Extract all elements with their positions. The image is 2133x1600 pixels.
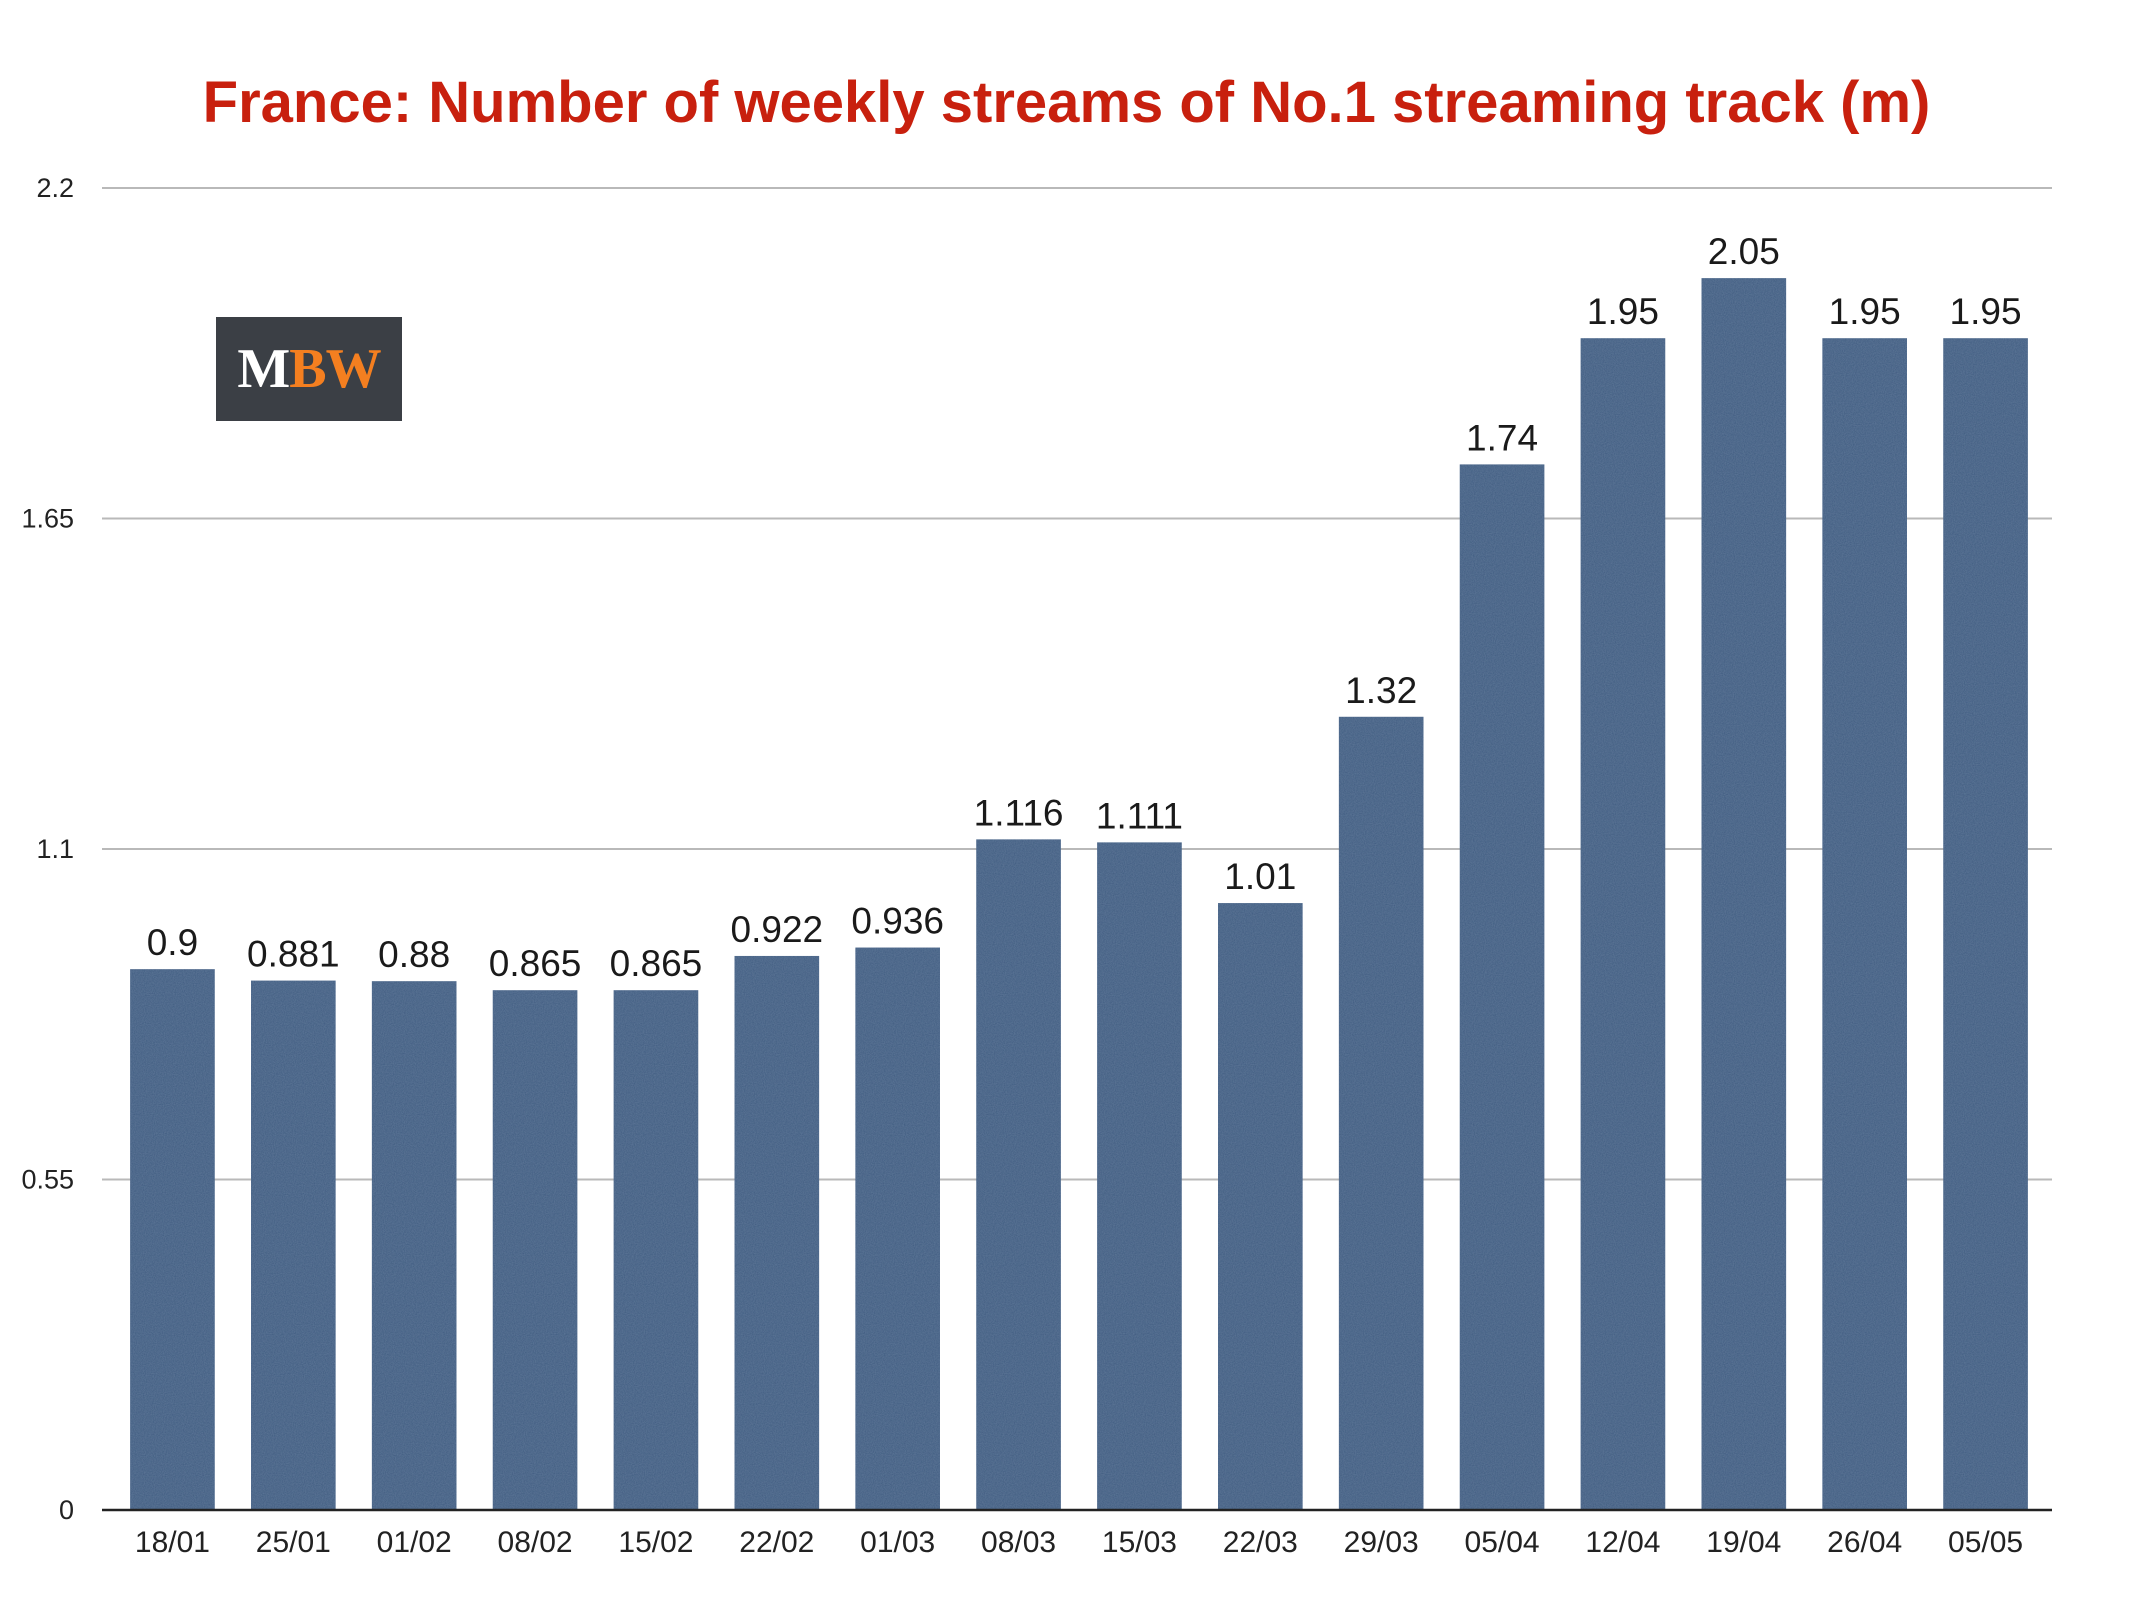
data-label: 0.865 [610,943,703,984]
bar [613,990,699,1510]
data-label: 1.95 [1829,291,1901,332]
bar [1459,464,1545,1510]
y-tick-label: 2.2 [36,173,74,203]
data-label: 0.9 [147,922,198,963]
bar [1338,716,1424,1510]
data-label: 2.05 [1708,231,1780,272]
y-tick-label: 0 [59,1495,74,1525]
logo-bw: BW [289,338,381,400]
bar [251,980,336,1510]
bars [130,278,2028,1510]
data-label: 0.881 [247,934,340,975]
x-tick-label: 01/02 [377,1526,452,1559]
data-label: 1.95 [1950,291,2022,332]
bar [130,969,215,1510]
bar [976,839,1061,1510]
data-label: 0.922 [731,909,824,950]
bar [1822,338,1907,1510]
x-axis-ticks: 18/01 25/01 01/02 08/02 15/02 22/02 01/03 08/03… [135,1526,2023,1559]
data-label: 0.936 [851,901,944,942]
x-tick-label: 15/03 [1102,1526,1177,1559]
bar [855,947,940,1510]
y-tick-label: 1.1 [36,834,74,864]
mbw-logo: MBW [216,317,402,421]
bar [1580,338,1666,1510]
x-tick-label: 05/04 [1465,1526,1540,1559]
x-tick-label: 08/02 [498,1526,573,1559]
y-axis-ticks: 0 0.55 1.1 1.65 2.2 [21,173,74,1525]
logo-m: M [237,338,290,400]
x-tick-label: 22/02 [739,1526,814,1559]
x-tick-label: 01/03 [860,1526,935,1559]
x-tick-label: 26/04 [1827,1526,1902,1559]
x-tick-label: 25/01 [256,1526,331,1559]
bar [371,981,457,1510]
x-tick-label: 22/03 [1223,1526,1298,1559]
data-labels: 0.9 0.881 0.88 0.865 0.865 0.922 0.936 1.116 1.1… [144,228,2025,987]
bar [1943,338,2028,1510]
data-label: 1.01 [1224,856,1296,897]
bar [1701,278,1787,1510]
data-label: 0.88 [378,934,450,975]
x-tick-label: 12/04 [1585,1526,1660,1559]
y-tick-label: 1.65 [21,504,74,534]
data-label: 1.74 [1466,417,1538,458]
data-label: 1.32 [1345,670,1417,711]
data-label: 1.111 [1096,795,1183,836]
x-tick-label: 15/02 [618,1526,693,1559]
x-tick-label: 08/03 [981,1526,1056,1559]
chart-title: France: Number of weekly streams of No.1… [202,70,1931,135]
data-label: 1.116 [974,792,1064,833]
x-tick-label: 18/01 [135,1526,210,1559]
bar [492,990,578,1510]
bar [1097,842,1182,1510]
y-tick-label: 0.55 [21,1165,74,1195]
data-label: 0.865 [489,943,582,984]
bar [734,955,820,1510]
x-tick-label: 29/03 [1344,1526,1419,1559]
x-tick-label: 19/04 [1706,1526,1781,1559]
bar [1218,903,1303,1510]
data-label: 1.95 [1587,291,1659,332]
x-tick-label: 05/05 [1948,1526,2023,1559]
